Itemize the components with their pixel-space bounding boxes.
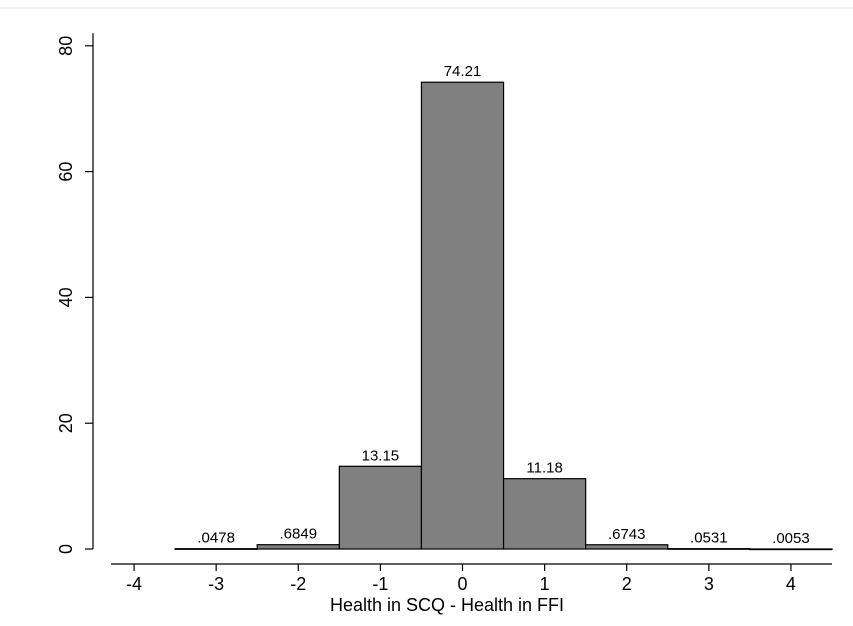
y-tick-label-2: 40	[56, 287, 76, 307]
y-tick-label-0: 0	[56, 544, 76, 554]
bar-4	[502, 478, 587, 550]
x-tick-label-8: 4	[786, 574, 796, 594]
y-tick-label-1: 20	[56, 413, 76, 433]
bar-7	[749, 548, 833, 551]
bar-value-label-0: .0478	[197, 530, 235, 547]
x-axis-title: Health in SCQ - Health in FFI	[330, 595, 564, 615]
x-tick-label-5: 1	[540, 574, 550, 594]
plot-area: .0478 .6849 13.15 74.21 11.18 .6743 .0531 .0053…	[56, 33, 833, 594]
bar-1	[256, 544, 340, 550]
x-tick-label-7: 3	[704, 574, 714, 594]
bar-value-label-5: .6743	[608, 526, 646, 543]
bar-value-label-3: 74.21	[444, 63, 482, 80]
bar-0	[174, 548, 258, 550]
bar-value-label-2: 13.15	[362, 447, 400, 464]
x-tick-label-4: 0	[457, 574, 467, 594]
bar-6	[667, 548, 751, 550]
bar-3	[420, 81, 505, 550]
x-tick-label-2: -2	[290, 574, 306, 594]
bar-value-label-7: .0053	[772, 530, 810, 547]
x-tick-label-0: -4	[126, 574, 142, 594]
bar-value-label-4: 11.18	[526, 460, 562, 477]
x-tick-label-3: -1	[372, 574, 388, 594]
x-tick-label-1: -3	[208, 574, 224, 594]
x-tick-label-6: 2	[622, 574, 632, 594]
bar-2	[338, 465, 423, 550]
bar-5	[585, 544, 669, 550]
y-tick-label-4: 80	[56, 36, 76, 56]
bar-value-label-1: .6849	[280, 526, 318, 543]
y-tick-label-3: 60	[56, 162, 76, 182]
bar-value-label-6: .0531	[690, 530, 728, 547]
